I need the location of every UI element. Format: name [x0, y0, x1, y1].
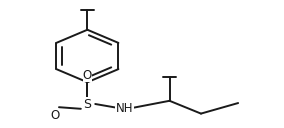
- Text: S: S: [83, 98, 91, 110]
- Text: O: O: [50, 109, 59, 122]
- Text: NH: NH: [116, 102, 133, 115]
- Text: O: O: [83, 69, 92, 82]
